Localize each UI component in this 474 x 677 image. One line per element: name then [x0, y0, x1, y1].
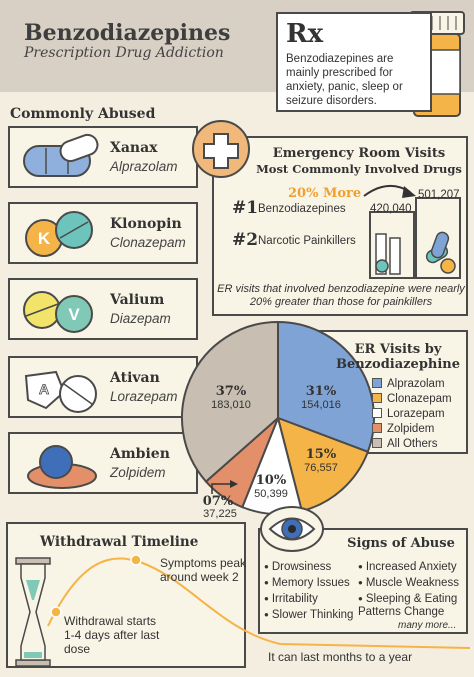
drug-card-valium: V Valium Diazepam [8, 278, 198, 340]
pie-label-count: 183,010 [211, 399, 251, 411]
many-more-text: many more... [398, 620, 457, 631]
pie-label-pct: 10% [255, 473, 287, 488]
rank-1: #1 [232, 198, 259, 218]
legend-item-all-others: All Others [372, 438, 438, 450]
rank-2: #2 [232, 230, 259, 250]
drug-card-xanax: Xanax Alprazolam [8, 126, 198, 188]
commonly-abused-title: Commonly Abused [10, 106, 156, 122]
er-subtitle: Most Commonly Involved Drugs [256, 162, 462, 176]
page-subtitle: Prescription Drug Addiction [24, 45, 224, 61]
start-text: Withdrawal starts 1-4 days after last do… [64, 614, 160, 656]
drug-name: Valium [110, 292, 165, 308]
arrow-icon [363, 185, 416, 198]
drug-generic: Lorazepam [110, 389, 178, 404]
legend-item-lorazepam: Lorazepam [372, 408, 445, 420]
pie-label-count: 37,225 [203, 508, 237, 520]
rank-2-label: Narcotic Painkillers [258, 235, 356, 247]
withdrawal-title: Withdrawal Timeline [40, 534, 199, 550]
sign-item: ● Drowsiness [264, 561, 332, 573]
sign-item: ● Increased Anxiety [358, 561, 457, 573]
legend-item-zolpidem: Zolpidem [372, 423, 434, 435]
drug-name: Klonopin [110, 216, 182, 232]
legend-item-clonazepam: Clonazepam [372, 393, 452, 405]
drug-generic: Clonazepam [110, 235, 186, 250]
er-title: Emergency Room Visits [272, 146, 446, 161]
pie-label-pct: 37% [215, 384, 247, 399]
sign-item: ● Slower Thinking [264, 609, 354, 621]
pie-label-count: 50,399 [254, 488, 288, 500]
rank-1-label: Benzodiazepines [258, 203, 346, 215]
ambien-pill-icon [27, 445, 97, 489]
sign-item: ● Irritability [264, 593, 318, 605]
drug-name: Ambien [110, 446, 170, 462]
drug-name: Ativan [110, 370, 160, 386]
pie-label-pct: 31% [305, 384, 337, 399]
page-title: Benzodiazepines [24, 20, 231, 46]
drug-card-ambien: Ambien Zolpidem [8, 432, 198, 494]
withdrawal-card [6, 522, 246, 668]
legend-item-alprazolam: Alprazolam [372, 378, 445, 390]
er-bar-chart [369, 197, 461, 279]
medical-cross-icon [192, 120, 250, 178]
peak-text: Symptoms peak around week 2 [160, 556, 247, 584]
zolpidem-pointer-icon [211, 480, 238, 494]
drug-generic: Diazepam [110, 311, 171, 326]
klonopin-pill-icon: K [25, 211, 93, 257]
drug-card-ativan: A Ativan Lorazepam [8, 356, 198, 418]
hourglass-icon [15, 557, 51, 667]
pie-title: ER Visits by Benzodiazephine [335, 342, 461, 372]
rx-description: Benzodiazepines are mainly prescribed fo… [286, 53, 403, 107]
signs-of-abuse-title: Signs of Abuse [347, 536, 455, 551]
pie-label-count: 154,016 [301, 399, 341, 411]
pill-letter: V [68, 305, 80, 324]
pie-label-pct: 15% [305, 447, 337, 462]
eye-icon [260, 506, 324, 552]
pie-label-pct: 07% [202, 494, 234, 509]
drug-name: Xanax [110, 140, 158, 156]
bar-value-painkillers: 420,040 [370, 203, 412, 215]
withdrawal-curve [47, 554, 471, 649]
valium-pill-icon: V [23, 291, 93, 333]
ativan-pill-icon: A [24, 370, 97, 413]
pill-letter: K [38, 229, 51, 248]
drug-generic: Alprazolam [110, 159, 178, 174]
rx-icon: Rx [286, 19, 324, 49]
rx-info-card: Rx Benzodiazepines are mainly prescribed… [276, 12, 432, 112]
pie-slice-all-others [181, 320, 279, 483]
er-more-label: 20% More [288, 186, 362, 201]
months-text: It can last months to a year [268, 650, 413, 664]
sign-item: ● Memory Issues [264, 577, 350, 589]
drug-card-klonopin: K Klonopin Clonazepam [8, 202, 198, 264]
sign-item: ● Muscle Weakness [358, 577, 459, 589]
pie-label-count: 76,557 [304, 462, 338, 474]
sign-item: ● Sleeping & Eating Patterns Change [358, 593, 458, 618]
bar-value-benzodiazepines: 501,207 [418, 189, 460, 201]
pill-letter: A [39, 381, 49, 397]
er-note: ER visits that involved benzodiazepine w… [217, 283, 465, 308]
er-visits-pie-chart [181, 320, 375, 515]
drug-generic: Zolpidem [110, 465, 166, 480]
xanax-pill-icon [23, 133, 99, 177]
